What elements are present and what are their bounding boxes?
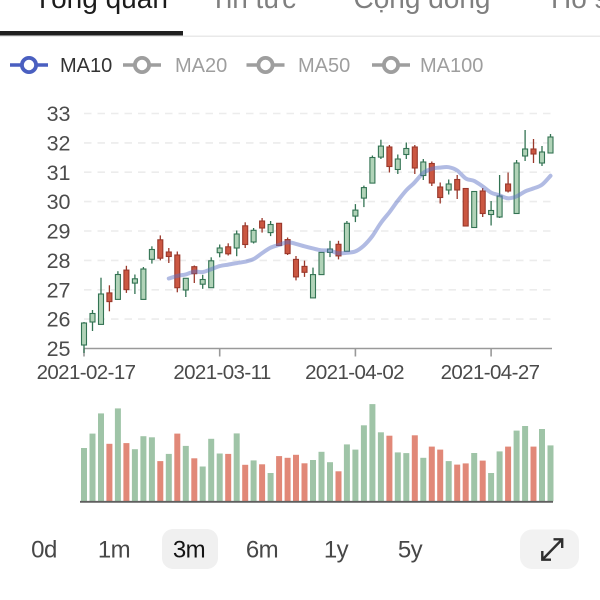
svg-text:1m: 1m [98,537,130,564]
svg-text:Tin tức: Tin tức [210,0,296,14]
svg-text:0d: 0d [31,537,57,564]
svg-text:27: 27 [47,278,71,302]
svg-text:2021-04-27: 2021-04-27 [441,361,540,384]
svg-text:26: 26 [47,308,71,332]
svg-text:Cộng đồng: Cộng đồng [353,0,490,14]
svg-text:28: 28 [47,249,71,273]
svg-text:29: 29 [47,220,71,244]
svg-text:2021-04-02: 2021-04-02 [305,361,404,384]
svg-text:2021-03-11: 2021-03-11 [173,361,271,384]
svg-text:5y: 5y [398,537,423,564]
svg-text:33: 33 [47,102,71,126]
svg-text:25: 25 [47,337,71,361]
svg-text:32: 32 [47,132,71,156]
svg-text:MA100: MA100 [420,55,483,77]
svg-text:31: 31 [47,161,71,185]
svg-text:30: 30 [47,190,71,214]
svg-text:6m: 6m [246,537,278,564]
svg-text:1y: 1y [324,537,349,564]
svg-text:MA50: MA50 [298,55,350,77]
svg-text:MA20: MA20 [175,55,227,77]
svg-text:Tổng quan: Tổng quan [34,0,168,14]
svg-text:Hồ sơ: Hồ sơ [551,0,600,14]
svg-text:3m: 3m [173,537,205,564]
svg-text:MA10: MA10 [60,55,112,77]
svg-text:2021-02-17: 2021-02-17 [37,361,136,384]
